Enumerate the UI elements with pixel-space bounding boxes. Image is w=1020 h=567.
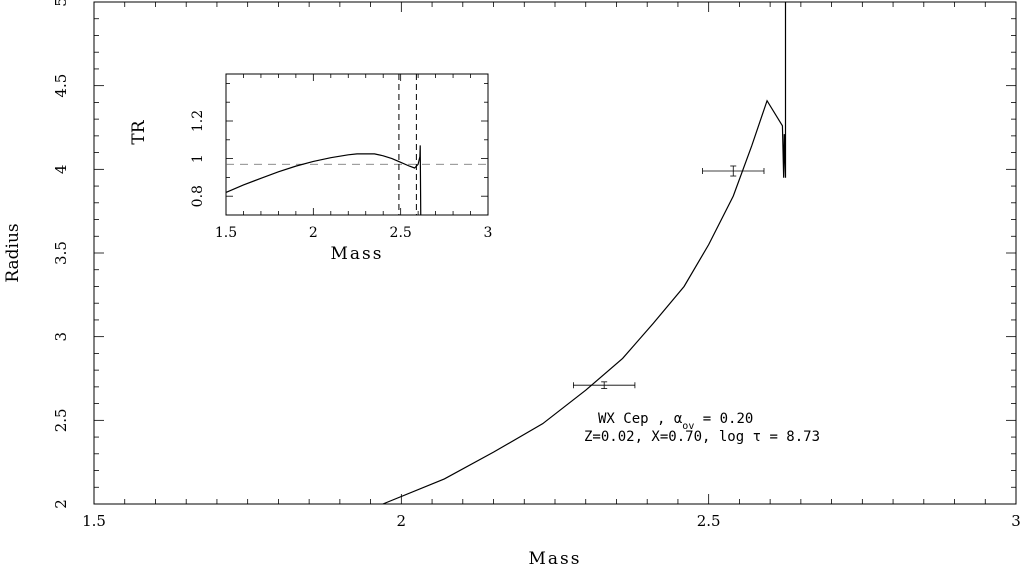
annotations: WX Cep , αov = 0.20Z=0.02, X=0.70, log τ… <box>584 411 820 445</box>
x-axis-title: Mass <box>331 244 384 264</box>
series-line <box>382 2 787 505</box>
annotation-part: α <box>674 411 683 427</box>
plot-frame <box>225 73 489 216</box>
series-line <box>225 145 422 216</box>
plot-frame <box>93 1 1017 505</box>
annotation-part: τ <box>753 429 761 445</box>
y-axis-title: Radius <box>3 223 23 282</box>
x-tick-label: 1.5 <box>82 512 106 530</box>
y-axis-title: TR <box>129 119 149 144</box>
x-tick-label: 1.5 <box>215 225 237 241</box>
y-tick-label: 4.5 <box>52 74 70 98</box>
y-tick-label: 1 <box>190 154 206 163</box>
x-tick-label: 2.5 <box>697 512 721 530</box>
y-tick-label: 5 <box>52 0 70 7</box>
inset-chart: 1.5 2 2.5 3 0.8 1 1.2 Mass TR <box>129 73 493 264</box>
y-tick-label: 0.8 <box>190 185 206 207</box>
data-point <box>702 165 765 177</box>
annotation-line: WX Cep , αov = 0.20 <box>598 411 753 432</box>
y-tick-label: 2 <box>52 499 70 509</box>
data-point <box>573 381 636 389</box>
annotation-part: Z=0.02, X=0.70, log <box>584 429 753 445</box>
x-tick-label: 2.5 <box>390 225 412 241</box>
annotation-part: = 8.73 <box>761 429 820 445</box>
x-axis-title: Mass <box>529 549 582 567</box>
x-tick-label: 3 <box>484 225 493 241</box>
y-tick-label: 3.5 <box>52 241 70 265</box>
x-tick-label: 2 <box>309 225 318 241</box>
y-tick-label: 4 <box>52 165 70 175</box>
y-tick-label: 1.2 <box>190 110 206 132</box>
annotation-part: WX Cep , <box>598 411 674 427</box>
main-chart: 1.5 2 2.5 3 2 2.5 3 3.5 4 4.5 5 Mass Radius <box>3 0 1020 567</box>
x-tick-label: 3 <box>1011 512 1020 530</box>
y-tick-label: 2.5 <box>52 408 70 432</box>
y-tick-label: 3 <box>52 332 70 342</box>
x-tick-label: 2 <box>397 512 407 530</box>
annotation-part: ov <box>682 421 694 432</box>
annotation-part: = 0.20 <box>694 411 753 427</box>
annotation-line: Z=0.02, X=0.70, log τ = 8.73 <box>584 429 820 445</box>
